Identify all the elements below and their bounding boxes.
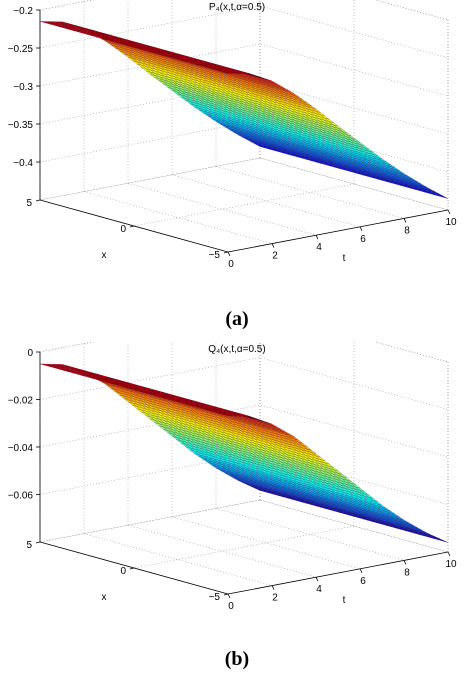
t-gridline xyxy=(171,174,361,228)
caption-b: (b) xyxy=(224,648,250,670)
t-tick xyxy=(447,551,451,557)
x-tick xyxy=(129,225,135,228)
chart-title: Q₄(x,t,α=0.5) xyxy=(208,344,265,355)
z-gridline xyxy=(39,452,449,505)
surface-plot-a: 0 2 4 6 8 10 −5 0 5 −0.2 −0.25 −0.3 −0.35 −0.4 t x P₄(x,… xyxy=(8,0,457,270)
z-gridline xyxy=(39,119,449,173)
x-axis-title: x xyxy=(102,592,107,603)
x-tick-label: −5 xyxy=(209,592,221,603)
t-tick xyxy=(227,593,231,599)
t-tick-label: 10 xyxy=(445,217,457,228)
z-gridline xyxy=(39,43,449,97)
surface-patch xyxy=(223,414,233,417)
x-tick xyxy=(35,199,41,202)
tick-labels: 0 2 4 6 8 10 −5 0 5 −0.2 −0.25 −0.3 −0.35 −0.4 t x P₄(x,… xyxy=(8,2,457,270)
z-tick-label: −0.3 xyxy=(13,82,33,93)
z-gridline xyxy=(39,0,449,21)
t-axis-line xyxy=(227,209,449,253)
t-axis-title: t xyxy=(343,253,346,264)
t-tick-label: 6 xyxy=(360,234,366,245)
z-tick-label: −0.02 xyxy=(8,396,34,407)
x-tick xyxy=(223,251,229,254)
z-gridline xyxy=(39,342,449,363)
z-tick-label: −0.04 xyxy=(8,443,34,454)
t-gridline xyxy=(259,499,449,553)
back-frame-line xyxy=(39,499,449,553)
t-tick xyxy=(271,243,275,248)
x-tick-label: 0 xyxy=(120,224,126,235)
chart-panel-a: 0 2 4 6 8 10 −5 0 5 −0.2 −0.25 −0.3 −0.35 −0.4 t x P₄(x,… xyxy=(8,0,457,270)
surface-patch xyxy=(223,71,233,74)
x-tick-label: 5 xyxy=(26,198,32,209)
chart-panel-b: 0 2 4 6 8 10 −5 0 5 0 −0.02 −0.04 −0.06 t x Q₄(x,t,α=0.… xyxy=(0,342,474,684)
x-gridline xyxy=(133,525,355,569)
t-tick-label: 10 xyxy=(445,559,457,570)
t-tick xyxy=(447,209,451,215)
t-tick xyxy=(359,226,363,231)
t-tick-label: 0 xyxy=(228,259,234,270)
t-tick-label: 0 xyxy=(228,601,234,612)
t-gridline xyxy=(215,508,405,561)
x-gridline xyxy=(39,157,261,201)
x-tick xyxy=(129,567,135,570)
t-tick-label: 2 xyxy=(272,251,278,262)
t-axis-line xyxy=(227,551,449,595)
axes-frame xyxy=(35,342,451,599)
t-tick xyxy=(403,218,407,223)
t-tick-label: 8 xyxy=(404,225,410,236)
x-gridline xyxy=(39,499,261,543)
t-tick xyxy=(359,568,363,573)
z-gridline xyxy=(39,5,449,59)
t-tick-label: 2 xyxy=(272,593,278,604)
back-frame-line xyxy=(39,157,449,211)
t-tick xyxy=(271,585,275,590)
z-tick-label: 0 xyxy=(27,348,33,359)
t-gridline xyxy=(83,191,273,244)
t-gridline xyxy=(127,524,317,578)
t-tick-label: 4 xyxy=(316,584,322,595)
z-tick-label: −0.35 xyxy=(8,120,34,131)
t-tick xyxy=(403,560,407,565)
tick-labels: 0 2 4 6 8 10 −5 0 5 0 −0.02 −0.04 −0.06 t x Q₄(x,t,α=0.… xyxy=(8,344,457,612)
t-tick xyxy=(315,235,319,240)
t-gridline xyxy=(83,533,273,586)
caption-a: (a) xyxy=(225,308,249,330)
z-tick-label: −0.06 xyxy=(8,491,34,502)
t-gridline xyxy=(215,166,405,219)
surface-mesh xyxy=(39,363,449,543)
t-gridline xyxy=(259,157,449,211)
x-axis-title: x xyxy=(102,250,107,261)
z-tick-label: −0.4 xyxy=(13,158,33,169)
t-tick-label: 8 xyxy=(404,567,410,578)
z-gridline xyxy=(39,81,449,135)
t-gridline xyxy=(171,516,361,570)
z-gridline xyxy=(39,404,449,458)
t-tick-label: 6 xyxy=(360,576,366,587)
z-tick-label: −0.25 xyxy=(8,44,34,55)
t-tick xyxy=(315,577,319,582)
t-tick xyxy=(227,251,231,257)
x-tick xyxy=(35,541,41,544)
z-tick-label: −0.2 xyxy=(13,6,33,17)
x-tick-label: −5 xyxy=(209,250,221,261)
surface-mesh xyxy=(39,21,449,199)
x-gridline xyxy=(133,183,355,227)
x-tick xyxy=(223,593,229,596)
t-gridline xyxy=(127,182,317,236)
t-axis-title: t xyxy=(343,595,346,606)
t-tick-label: 4 xyxy=(316,242,322,253)
z-gridline xyxy=(39,357,449,410)
x-tick-label: 5 xyxy=(26,540,32,551)
axes-frame xyxy=(35,0,451,257)
x-tick-label: 0 xyxy=(120,566,126,577)
chart-title: P₄(x,t,α=0.5) xyxy=(209,2,265,13)
surface-plot-b: 0 2 4 6 8 10 −5 0 5 0 −0.02 −0.04 −0.06 t x Q₄(x,t,α=0.… xyxy=(8,342,457,612)
